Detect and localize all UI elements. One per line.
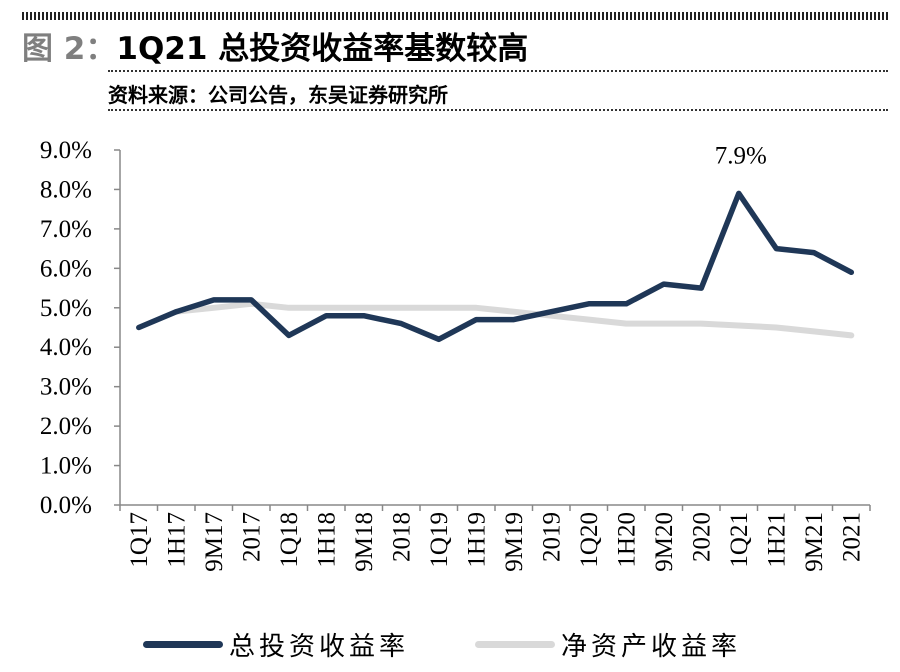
x-axis-labels: 1Q17 1H17 9M17 2017 1Q18 1H18 9M18 2018 1Q19 1H19… (126, 512, 866, 572)
x-tick-label: 9M19 (501, 512, 528, 572)
figure-title: 图 2：1Q21 总投资收益率基数较高 (22, 23, 528, 68)
x-tick-label: 9M20 (651, 512, 678, 572)
x-tick-label: 1H21 (763, 512, 790, 568)
annotations: 7.9% (715, 142, 767, 169)
x-tick-label: 2018 (388, 512, 415, 562)
x-tick-label: 9M17 (201, 512, 228, 572)
header-hatch-bar (22, 12, 888, 20)
figure-number: 图 2： (22, 31, 117, 67)
y-tick-label: 2.0% (40, 413, 92, 440)
y-tick-label: 7.0% (40, 216, 92, 243)
x-tick-label: 1Q18 (276, 512, 303, 568)
y-tick-label: 9.0% (40, 137, 92, 164)
x-tick-label: 2017 (238, 512, 265, 562)
y-tick-label: 0.0% (40, 492, 92, 519)
x-tick-label: 9M21 (801, 512, 828, 572)
x-tick-label: 2019 (538, 512, 565, 562)
y-tick-label: 3.0% (40, 374, 92, 401)
series-line-total-return (136, 190, 855, 343)
legend-label-roe: 净资产收益率 (561, 631, 742, 662)
x-tick-label: 1H19 (463, 512, 490, 568)
x-tick-label: 1H17 (163, 512, 190, 568)
legend-item-roe: 净资产收益率 (475, 624, 741, 664)
x-tick-label: 9M18 (351, 512, 378, 572)
x-tick-label: 1Q17 (126, 512, 153, 568)
x-tick-label: 2021 (838, 512, 865, 562)
figure-title-text: 1Q21 总投资收益率基数较高 (116, 31, 529, 67)
legend-swatch-total-return (143, 640, 223, 648)
legend-item-total-return: 总投资收益率 (143, 624, 409, 664)
x-tick-label: 1Q20 (576, 512, 603, 568)
source-divider (108, 109, 888, 111)
legend-swatch-roe (475, 640, 555, 648)
series-line-roe (173, 300, 855, 339)
y-tick-label: 6.0% (40, 255, 92, 282)
legend-label-total-return: 总投资收益率 (229, 631, 410, 662)
x-tick-label: 2020 (688, 512, 715, 562)
x-tick-label: 1Q21 (726, 512, 753, 568)
chart-axes (114, 149, 871, 511)
peak-value-label: 7.9% (715, 142, 767, 169)
series-lines (136, 190, 855, 343)
y-tick-label: 8.0% (40, 176, 92, 203)
x-tick-label: 1H18 (313, 512, 340, 568)
source-note: 资料来源：公司公告，东吴证券研究所 (108, 83, 448, 107)
y-tick-label: 4.0% (40, 334, 92, 361)
y-tick-label: 5.0% (40, 295, 92, 322)
y-axis-labels: 0.0% 1.0% 2.0% 3.0% 4.0% 5.0% 6.0% 7.0% 8.0% 9.0% (40, 137, 92, 519)
x-tick-label: 1Q19 (426, 512, 453, 568)
title-divider (108, 70, 888, 72)
y-tick-label: 1.0% (40, 453, 92, 480)
x-tick-label: 1H20 (613, 512, 640, 568)
